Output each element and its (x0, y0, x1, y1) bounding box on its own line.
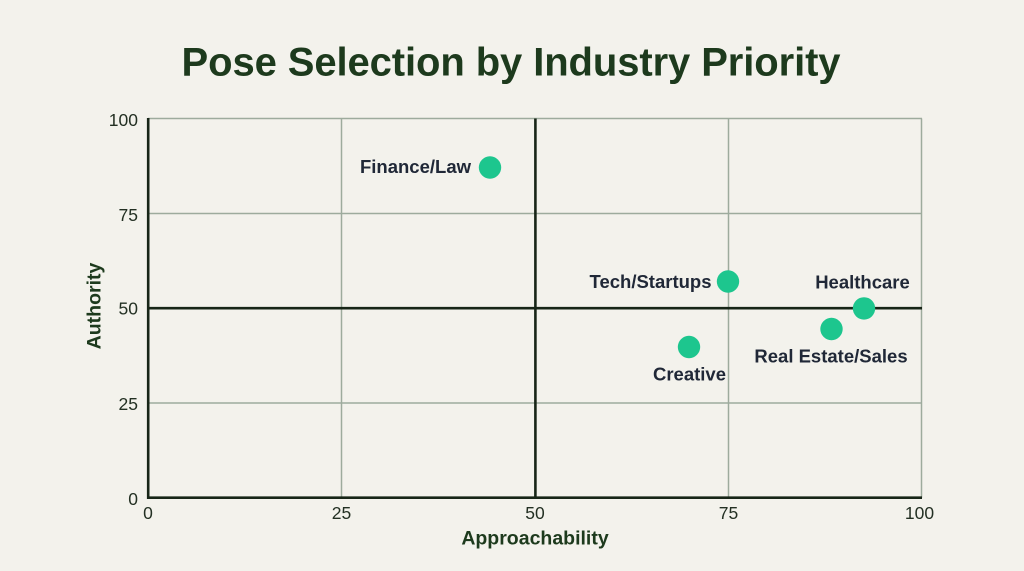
svg-text:25: 25 (332, 503, 351, 523)
svg-text:Authority: Authority (84, 263, 106, 350)
svg-text:Finance/Law: Finance/Law (360, 156, 472, 177)
svg-text:Approachability: Approachability (461, 527, 609, 549)
svg-text:50: 50 (525, 503, 545, 523)
svg-text:75: 75 (719, 503, 738, 523)
svg-text:25: 25 (119, 394, 138, 414)
svg-text:75: 75 (119, 205, 138, 225)
svg-text:0: 0 (143, 503, 153, 523)
svg-text:100: 100 (109, 110, 138, 130)
svg-text:Creative: Creative (653, 364, 726, 385)
svg-text:Healthcare: Healthcare (815, 272, 910, 293)
svg-text:Pose Selection by Industry Pri: Pose Selection by Industry Priority (182, 41, 842, 85)
svg-text:Real Estate/Sales: Real Estate/Sales (754, 346, 907, 367)
svg-text:100: 100 (905, 503, 934, 523)
svg-text:0: 0 (128, 489, 138, 509)
svg-text:Tech/Startups: Tech/Startups (590, 271, 712, 292)
svg-text:50: 50 (119, 299, 139, 319)
